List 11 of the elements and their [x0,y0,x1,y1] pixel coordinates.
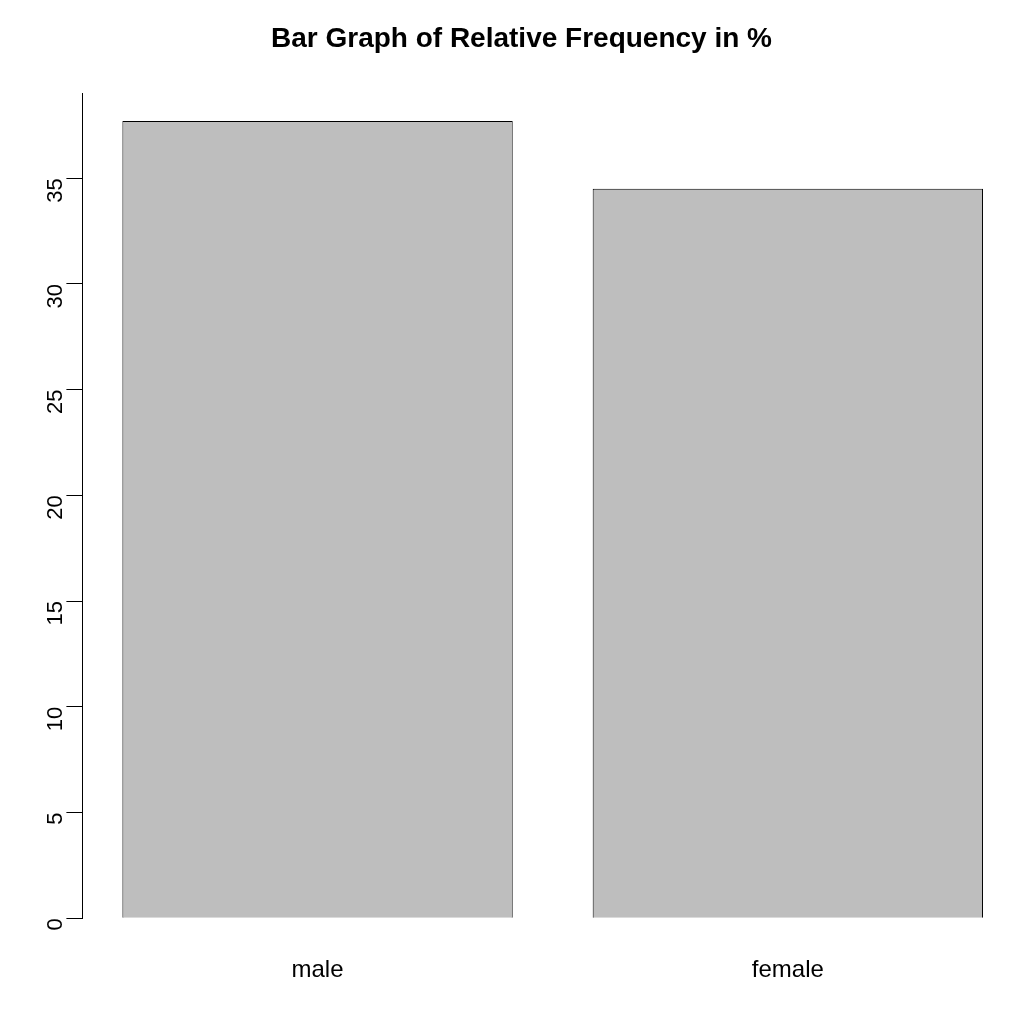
y-tick-label: 20 [42,495,68,520]
x-tick-label: female [751,955,824,983]
y-tick-label: 10 [42,706,68,732]
y-tick-label: 25 [42,389,68,415]
y-tick-label: 30 [42,283,68,309]
x-tick-label: male [291,955,344,983]
y-tick-label: 15 [42,601,68,626]
y-tick-label: 0 [42,918,68,931]
y-tick-label: 35 [42,178,68,203]
chart-title: Bar Graph of Relative Frequency in % [270,21,773,53]
y-tick-label: 5 [42,812,68,825]
